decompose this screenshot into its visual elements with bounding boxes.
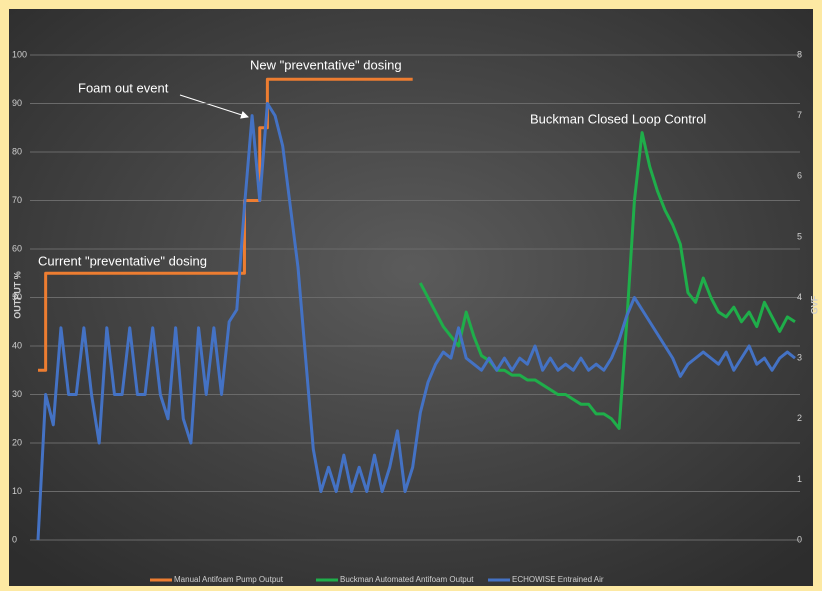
legend-label: ECHOWISE Entrained Air — [512, 575, 604, 584]
annotation: Foam out event — [78, 80, 169, 95]
series-line — [36, 102, 796, 541]
annotation: New "preventative" dosing — [250, 57, 402, 72]
annotation: Buckman Closed Loop Control — [530, 111, 706, 126]
y-tick-label: 30 — [12, 389, 22, 399]
series-line — [418, 131, 796, 430]
y2-tick-label: 8 — [797, 49, 802, 59]
y-tick-label: 60 — [12, 243, 22, 253]
y-tick-label: 50 — [12, 292, 22, 302]
y2-tick-label: 0 — [797, 534, 802, 544]
y-tick-label: 70 — [12, 195, 22, 205]
y-tick-label: 0 — [12, 534, 17, 544]
legend-label: Manual Antifoam Pump Output — [174, 575, 284, 584]
y2-tick-label: 6 — [797, 171, 802, 181]
y2-tick-label: 4 — [797, 292, 802, 302]
annotation: Current "preventative" dosing — [38, 253, 207, 268]
y-tick-label: 40 — [12, 340, 22, 350]
y2-tick-label: 2 — [797, 413, 802, 423]
y-tick-label: 100 — [12, 49, 27, 59]
y2-tick-label: 1 — [797, 474, 802, 484]
y-tick-label: 90 — [12, 98, 22, 108]
y-tick-label: 20 — [12, 437, 22, 447]
y-axis-label: OUTPUT % — [12, 271, 22, 319]
y-tick-label: 80 — [12, 146, 22, 156]
y2-tick-label: 3 — [797, 353, 802, 363]
y-tick-label: 10 — [12, 486, 22, 496]
y2-axis-label: GVF — [809, 295, 819, 314]
y2-tick-label: 5 — [797, 231, 802, 241]
series-line — [38, 77, 413, 372]
annotation-arrow — [179, 94, 249, 119]
y2-tick-label: 7 — [797, 110, 802, 120]
legend-label: Buckman Automated Antifoam Output — [340, 575, 474, 584]
